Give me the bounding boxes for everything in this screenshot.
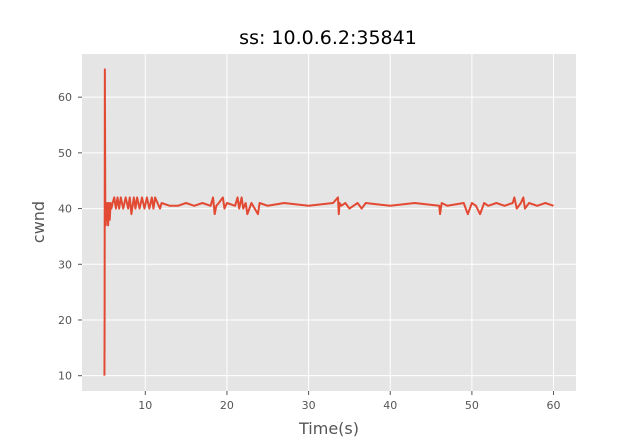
y-tick-label: 40 xyxy=(58,203,72,216)
x-tick-label: 10 xyxy=(138,399,152,412)
x-tick-label: 40 xyxy=(383,399,397,412)
y-tick-label: 50 xyxy=(58,147,72,160)
x-axis-ticks: 10 20 30 40 50 60 xyxy=(138,391,561,412)
x-tick-label: 30 xyxy=(302,399,316,412)
cwnd-series-line xyxy=(103,68,554,376)
y-axis-label: cwnd xyxy=(29,201,48,243)
y-tick-label: 30 xyxy=(58,258,72,271)
chart-title: ss: 10.0.6.2:35841 xyxy=(239,27,417,49)
y-tick-label: 20 xyxy=(58,314,72,327)
y-tick-label: 60 xyxy=(58,91,72,104)
x-tick-label: 20 xyxy=(220,399,234,412)
grid-lines xyxy=(82,54,576,391)
y-tick-label: 10 xyxy=(58,370,72,383)
x-tick-label: 60 xyxy=(547,399,561,412)
plot-area xyxy=(82,54,576,391)
x-axis-label: Time(s) xyxy=(298,419,359,438)
x-tick-label: 50 xyxy=(465,399,479,412)
series-layer xyxy=(103,68,554,376)
y-axis-ticks: 10 20 30 40 50 60 xyxy=(58,91,82,383)
